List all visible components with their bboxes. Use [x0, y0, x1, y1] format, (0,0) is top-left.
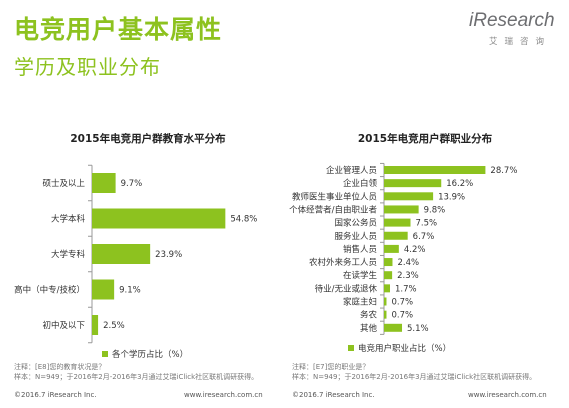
edu-bar[interactable]	[92, 173, 116, 193]
job-bar[interactable]	[384, 310, 387, 319]
edu-value-label: 23.9%	[155, 250, 182, 260]
edu-bar[interactable]	[92, 208, 226, 229]
job-value-label: 2.4%	[397, 258, 419, 268]
edu-category-label: 初中及以下	[42, 320, 85, 331]
edu-category-label: 硕士及以上	[42, 178, 85, 189]
edu-bar[interactable]	[92, 315, 99, 335]
logo-brand: iResearch	[469, 10, 555, 31]
right-footer-url[interactable]: www.iresearch.com.cn	[468, 391, 547, 399]
job-bar[interactable]	[384, 218, 411, 227]
job-category-label: 企业白领	[343, 178, 378, 189]
job-legend-label: 电竞用户职业占比（%）	[358, 343, 451, 354]
job-value-label: 2.3%	[397, 271, 419, 281]
job-value-label: 13.9%	[438, 192, 465, 202]
edu-value-label: 9.1%	[119, 286, 141, 296]
job-bar[interactable]	[384, 205, 419, 214]
edu-category-label: 高中（中专/技校）	[14, 285, 85, 296]
job-category-label: 农村外来务工人员	[309, 257, 377, 268]
job-bar[interactable]	[384, 244, 399, 253]
left-footer-url[interactable]: www.iresearch.com.cn	[184, 391, 263, 399]
edu-legend-swatch	[102, 351, 108, 357]
job-bar[interactable]	[384, 258, 393, 267]
job-value-label: 28.7%	[490, 166, 517, 176]
edu-bar[interactable]	[92, 244, 151, 264]
job-bar[interactable]	[384, 271, 393, 280]
job-category-label: 务农	[360, 310, 378, 321]
edu-value-label: 9.7%	[121, 179, 143, 189]
job-category-label: 服务业人员	[334, 231, 377, 242]
job-value-label: 4.2%	[404, 245, 426, 255]
job-value-label: 16.2%	[446, 179, 473, 189]
job-category-label: 家庭主妇	[343, 297, 377, 308]
job-value-label: 6.7%	[413, 232, 435, 242]
job-category-label: 国家公务员	[334, 218, 377, 229]
job-bar[interactable]	[384, 231, 408, 240]
job-value-label: 0.7%	[391, 311, 413, 321]
right-footer-copyright: ©2016.7 iResearch Inc.	[292, 391, 375, 399]
iresearch-logo: iResearch 艾瑞咨询	[469, 10, 555, 50]
job-value-label: 1.7%	[395, 284, 417, 294]
edu-chart-title: 2015年电竞用户群教育水平分布	[70, 132, 226, 145]
job-bar[interactable]	[384, 323, 403, 332]
left-note-sample: 样本：N=949；于2016年2月-2016年3月通过艾瑞iClick社区联机调…	[14, 373, 259, 381]
job-value-label: 5.1%	[407, 324, 429, 334]
job-category-label: 个体经营者/自由职业者	[289, 204, 377, 215]
right-note-question: 注释：[E7]您的职业是？	[292, 363, 370, 371]
job-category-label: 待业/无业或退休	[315, 283, 378, 294]
edu-bar[interactable]	[92, 279, 115, 300]
job-bar[interactable]	[384, 192, 434, 201]
job-bar[interactable]	[384, 179, 442, 188]
job-chart-title: 2015年电竞用户群职业分布	[358, 132, 493, 145]
edu-legend-label: 各个学历占比（%）	[112, 349, 188, 360]
page-subtitle: 学历及职业分布	[14, 55, 161, 79]
job-category-label: 销售人员	[343, 244, 377, 255]
left-chart-note: 注释：[E8]您的教育状况是？ 样本：N=949；于2016年2月-2016年3…	[14, 362, 258, 382]
job-category-label: 教师医生事业单位人员	[292, 191, 377, 202]
edu-category-label: 大学专科	[51, 249, 86, 260]
job-value-label: 0.7%	[391, 298, 413, 308]
job-bar[interactable]	[384, 284, 391, 293]
right-chart-note: 注释：[E7]您的职业是？ 样本：N=949；于2016年2月-2016年3月通…	[292, 362, 536, 382]
job-value-label: 7.5%	[416, 219, 438, 229]
job-category-label: 其他	[360, 323, 378, 334]
job-bar[interactable]	[384, 297, 387, 306]
job-bar[interactable]	[384, 166, 486, 174]
page-title: 电竞用户基本属性	[14, 15, 223, 44]
job-category-label: 在读学生	[343, 270, 378, 281]
job-category-label: 企业管理人员	[326, 165, 377, 176]
right-note-sample: 样本：N=949；于2016年2月-2016年3月通过艾瑞iClick社区联机调…	[292, 373, 537, 381]
left-footer-copyright: ©2016.7 iResearch Inc.	[14, 391, 97, 399]
job-legend-swatch	[348, 345, 354, 351]
edu-value-label: 54.8%	[230, 215, 257, 225]
edu-value-label: 2.5%	[103, 321, 125, 331]
job-value-label: 9.8%	[424, 205, 446, 215]
edu-category-label: 大学本科	[51, 214, 86, 225]
logo-subtext: 艾瑞咨询	[489, 37, 552, 47]
left-note-question: 注释：[E8]您的教育状况是？	[14, 363, 106, 371]
